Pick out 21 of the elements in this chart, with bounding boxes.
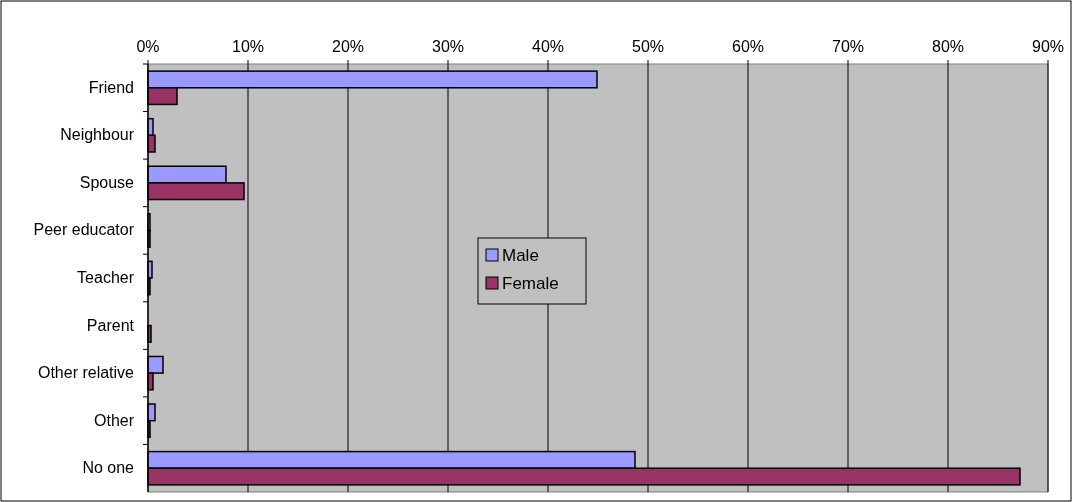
x-tick-label: 70% xyxy=(831,38,865,55)
x-tick-label: 20% xyxy=(331,38,365,55)
x-tick-label: 50% xyxy=(631,38,665,55)
y-tick-label: Other relative xyxy=(37,364,135,382)
y-tick-label: Spouse xyxy=(79,173,135,191)
y-tick-label: Teacher xyxy=(77,269,135,286)
x-tick-label: 90% xyxy=(1031,38,1065,55)
x-tick-label: 10% xyxy=(231,38,265,55)
x-tick-label: 30% xyxy=(431,38,465,55)
y-tick-label: Parent xyxy=(86,316,135,334)
x-tick-label: 80% xyxy=(931,38,965,55)
y-tick-label: Peer educator xyxy=(33,221,135,239)
legend-label: Male xyxy=(502,246,539,265)
x-tick-label: 60% xyxy=(731,38,765,55)
y-tick-label: No one xyxy=(82,459,135,477)
y-tick-label: Other xyxy=(93,411,135,429)
x-tick-label: 0% xyxy=(136,38,160,55)
legend-label: Female xyxy=(502,274,559,293)
x-tick-label: 40% xyxy=(531,38,565,55)
y-tick-label: Neighbour xyxy=(60,126,135,144)
y-tick-label: Friend xyxy=(88,78,134,96)
